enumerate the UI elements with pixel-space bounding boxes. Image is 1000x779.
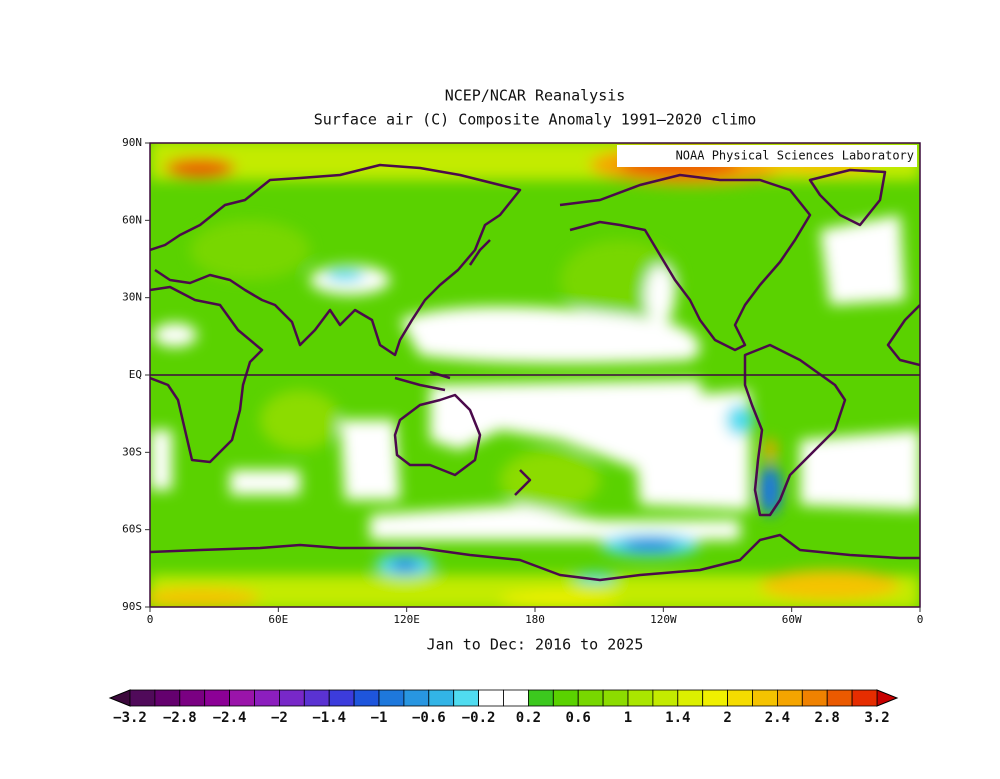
colorbar-swatch [254, 689, 280, 707]
colorbar-label: −1.4 [312, 710, 346, 726]
colorbar-swatch [378, 689, 405, 707]
colorbar-swatch [552, 689, 579, 707]
lat-label: 30S [122, 445, 142, 458]
colorbar-swatch [602, 689, 629, 707]
colorbar-label: −0.6 [412, 710, 446, 726]
colorbar-swatch [851, 689, 878, 707]
colorbar-swatch [752, 689, 778, 707]
period: Jan to Dec: 2016 to 2025 [427, 636, 644, 654]
colorbar-swatch [577, 689, 604, 707]
colorbar-swatch [727, 689, 753, 707]
watermark: NOAA Physical Sciences Laboratory [676, 149, 914, 163]
colorbar-swatch [652, 689, 679, 707]
colorbar-label: −0.2 [462, 710, 496, 726]
colorbar-label: 1.4 [665, 710, 690, 726]
colorbar-label: 2 [723, 710, 731, 726]
lon-label: 0 [147, 613, 154, 626]
lat-label: 60N [122, 213, 142, 226]
coastlines [150, 163, 920, 582]
lat-label: 90S [122, 600, 142, 613]
colorbar-swatch [328, 689, 355, 707]
lon-label: 120W [650, 613, 677, 626]
anomaly-field [150, 143, 920, 607]
colorbar-label: −2.4 [213, 710, 247, 726]
colorbar-swatch [179, 689, 206, 707]
axes: 90N 60N 30N EQ 30S 60S 90S 0 60E 120E 180 120W 60W 0 [122, 136, 923, 626]
colorbar: −3.2 −2.8 −2.4 −2 −1.4 −1 −0.6 −0.2 0.2 0.6 1 1.4 2 2… [108, 689, 899, 726]
colorbar-label: −1 [371, 710, 388, 726]
subtitle: Surface air (C) Composite Anomaly 1991–2… [314, 111, 757, 129]
lon-label: 120E [393, 613, 420, 626]
colorbar-swatch [801, 689, 828, 707]
colorbar-end [876, 689, 899, 707]
colorbar-swatch [403, 689, 430, 707]
colorbar-label: 2.8 [815, 710, 840, 726]
colorbar-swatch [702, 689, 729, 707]
lon-label: 60W [782, 613, 802, 626]
colorbar-swatch [353, 689, 380, 707]
lat-label: 60S [122, 523, 142, 536]
colorbar-swatch [503, 689, 529, 707]
lon-label: 0 [917, 613, 924, 626]
colorbar-swatch [428, 689, 455, 707]
colorbar-label: 0.6 [566, 710, 591, 726]
colorbar-swatch [826, 689, 853, 707]
colorbar-label: 1 [624, 710, 632, 726]
colorbar-end [108, 689, 131, 707]
colorbar-swatch [528, 689, 554, 707]
lon-label: 180 [525, 613, 545, 626]
colorbar-swatch [677, 689, 704, 707]
colorbar-swatch [129, 689, 156, 707]
lon-label: 60E [268, 613, 288, 626]
lat-label: EQ [129, 368, 142, 381]
lat-label: 90N [122, 136, 142, 149]
colorbar-swatch [627, 689, 654, 707]
colorbar-swatch [777, 689, 803, 707]
watermark-box [617, 145, 917, 167]
colorbar-swatch [303, 689, 330, 707]
colorbar-label: 2.4 [765, 710, 790, 726]
colorbar-label: −3.2 [113, 710, 147, 726]
colorbar-swatch [453, 689, 480, 707]
colorbar-label: −2 [271, 710, 288, 726]
colorbar-label: −2.8 [163, 710, 197, 726]
colorbar-swatch [229, 689, 255, 707]
lat-label: 30N [122, 291, 142, 304]
colorbar-swatch [154, 689, 181, 707]
colorbar-swatch [278, 689, 305, 707]
title: NCEP/NCAR Reanalysis [445, 87, 626, 105]
colorbar-label: 0.2 [516, 710, 541, 726]
colorbar-label: 3.2 [864, 710, 889, 726]
colorbar-swatch [204, 689, 230, 707]
colorbar-swatch [478, 689, 504, 707]
